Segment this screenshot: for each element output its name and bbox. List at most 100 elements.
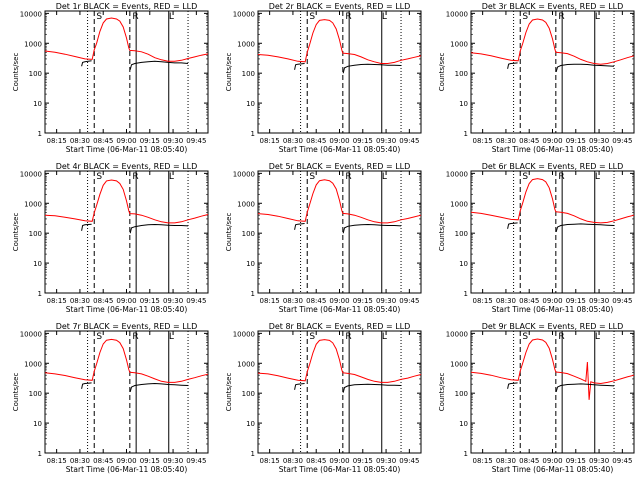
events-rate-line — [555, 383, 615, 393]
x-tick-label: 08:30 — [70, 137, 90, 145]
y-tick-label: 100 — [242, 390, 255, 398]
chart-panel: Det 9r BLACK = Events, RED = LLD 1 10 100 10… — [438, 322, 635, 474]
x-axis-label: Start Time (06-Mar-11 08:05:40) — [492, 145, 614, 154]
y-tick-label: 10000 — [20, 10, 42, 18]
x-tick-label: 08:45 — [519, 297, 539, 305]
x-tick-label: 09:15 — [353, 137, 373, 145]
y-tick-label: 1000 — [450, 40, 468, 48]
x-tick-label: 08:30 — [283, 137, 303, 145]
y-tick-label: 1 — [38, 130, 42, 138]
event-marker-l: L — [382, 12, 387, 22]
event-marker-r: R — [132, 172, 138, 182]
lld-rate-line — [44, 338, 209, 383]
lld-rate-line — [470, 178, 635, 224]
event-marker-r: R — [345, 12, 351, 22]
x-tick-label: 09:45 — [399, 297, 419, 305]
events-rate-line — [342, 223, 402, 234]
x-tick-label: 09:00 — [116, 457, 136, 465]
event-marker-s: S — [96, 172, 102, 182]
y-tick-label: 1000 — [450, 200, 468, 208]
x-tick-label: 08:45 — [93, 297, 113, 305]
x-tick-label: 09:15 — [353, 457, 373, 465]
y-axis-label: Counts/sec — [12, 213, 20, 252]
x-tick-label: 09:30 — [589, 457, 609, 465]
events-rate-line — [555, 63, 615, 73]
event-marker-l: L — [169, 332, 174, 342]
event-marker-l: L — [382, 332, 387, 342]
events-rate-line — [129, 382, 189, 393]
x-tick-label: 09:15 — [140, 297, 160, 305]
x-tick-label: 08:30 — [496, 457, 516, 465]
y-tick-label: 1 — [251, 130, 255, 138]
x-tick-label: 08:45 — [306, 297, 326, 305]
chart-title: Det 1r BLACK = Events, RED = LLD — [56, 2, 198, 11]
x-tick-label: 08:15 — [47, 297, 67, 305]
x-axis-label: Start Time (06-Mar-11 08:05:40) — [279, 305, 401, 314]
x-tick-label: 09:00 — [116, 297, 136, 305]
y-tick-label: 10 — [246, 420, 255, 428]
plot-frame — [44, 330, 209, 454]
chart-panel: Det 4r BLACK = Events, RED = LLD 1 10 100 10… — [12, 162, 209, 314]
plot-frame — [257, 170, 422, 294]
chart-title: Det 5r BLACK = Events, RED = LLD — [269, 162, 411, 171]
lld-rate-line — [470, 338, 635, 400]
x-tick-label: 09:30 — [163, 137, 183, 145]
chart-panel: Det 7r BLACK = Events, RED = LLD 1 10 100 10… — [12, 322, 209, 474]
x-tick-label: 08:15 — [47, 457, 67, 465]
event-marker-r: R — [558, 12, 564, 22]
events-rate-line — [294, 223, 305, 230]
x-tick-label: 09:30 — [589, 137, 609, 145]
events-rate-line — [507, 382, 518, 389]
x-tick-label: 09:45 — [186, 297, 206, 305]
y-tick-label: 100 — [29, 390, 42, 398]
x-tick-label: 09:15 — [566, 297, 586, 305]
x-tick-label: 08:30 — [496, 137, 516, 145]
y-tick-label: 10000 — [446, 170, 468, 178]
x-tick-label: 08:45 — [519, 457, 539, 465]
x-tick-label: 09:30 — [376, 457, 396, 465]
x-tick-label: 09:15 — [566, 457, 586, 465]
chart-title: Det 8r BLACK = Events, RED = LLD — [269, 322, 411, 331]
y-tick-label: 10 — [246, 100, 255, 108]
event-marker-r: R — [132, 12, 138, 22]
x-axis-label: Start Time (06-Mar-11 08:05:40) — [279, 465, 401, 474]
event-marker-l: L — [169, 12, 174, 22]
x-tick-label: 09:15 — [140, 137, 160, 145]
event-marker-l: L — [382, 172, 387, 182]
events-rate-line — [129, 60, 189, 70]
y-tick-label: 10000 — [233, 170, 255, 178]
y-tick-label: 10 — [33, 420, 42, 428]
plot-frame — [257, 330, 422, 454]
y-tick-label: 1000 — [237, 360, 255, 368]
y-tick-label: 10 — [33, 100, 42, 108]
y-axis-label: Counts/sec — [225, 213, 233, 252]
event-marker-l: L — [595, 172, 600, 182]
y-tick-label: 10000 — [233, 10, 255, 18]
x-tick-label: 09:00 — [329, 457, 349, 465]
y-tick-label: 10000 — [446, 330, 468, 338]
events-rate-line — [507, 62, 518, 69]
y-tick-label: 1000 — [237, 40, 255, 48]
events-rate-line — [81, 382, 92, 389]
x-tick-label: 09:00 — [542, 137, 562, 145]
lld-rate-line — [44, 179, 209, 224]
lld-rate-line — [257, 19, 422, 64]
x-tick-label: 08:30 — [70, 457, 90, 465]
x-tick-label: 09:30 — [163, 297, 183, 305]
chart-title: Det 4r BLACK = Events, RED = LLD — [56, 162, 198, 171]
plot-frame — [44, 10, 209, 134]
y-tick-label: 1 — [38, 290, 42, 298]
x-tick-label: 09:00 — [329, 297, 349, 305]
chart-panel: Det 2r BLACK = Events, RED = LLD 1 10 100 10… — [225, 2, 422, 154]
y-tick-label: 1 — [38, 450, 42, 458]
y-axis-label: Counts/sec — [225, 373, 233, 412]
x-tick-label: 09:30 — [376, 137, 396, 145]
y-axis-label: Counts/sec — [12, 373, 20, 412]
event-marker-s: S — [522, 172, 528, 182]
lld-rate-line — [257, 179, 422, 224]
x-tick-label: 08:45 — [519, 137, 539, 145]
x-tick-label: 09:30 — [163, 457, 183, 465]
event-marker-r: R — [558, 332, 564, 342]
x-tick-label: 08:15 — [260, 137, 280, 145]
